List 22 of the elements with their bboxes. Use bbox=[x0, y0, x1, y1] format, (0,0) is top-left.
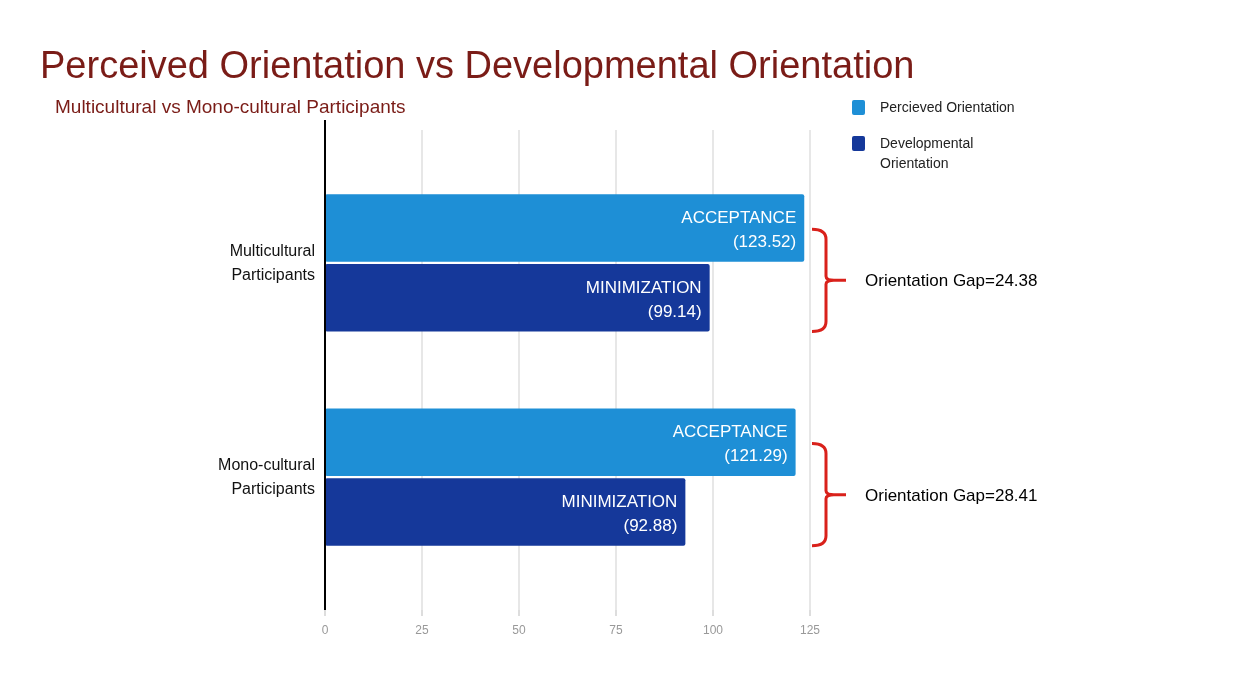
bar bbox=[325, 408, 796, 477]
bar bbox=[325, 263, 710, 332]
x-tick-label: 75 bbox=[609, 623, 623, 637]
data-label: MINIMIZATION (92.88) bbox=[561, 491, 678, 535]
text: Orientation Gap=24.38 bbox=[865, 271, 1038, 291]
x-tick-label: 0 bbox=[321, 623, 329, 637]
legend-label: Developmental Orientation bbox=[880, 135, 974, 171]
bar bbox=[325, 194, 805, 262]
x-tick-label: 50 bbox=[512, 623, 526, 637]
data-label: ACCEPTANCE (121.29) bbox=[672, 422, 788, 466]
x-tick-label: 100 bbox=[702, 623, 724, 637]
bar bbox=[325, 478, 686, 546]
x-tick-label: 125 bbox=[799, 623, 821, 637]
y-tick-label: Mono-cultural Participants bbox=[218, 456, 315, 498]
data-label: ACCEPTANCE (123.52) bbox=[681, 208, 797, 252]
text: Orientation Gap=28.41 bbox=[865, 485, 1038, 505]
y-tick-label: Multicultural Participants bbox=[229, 241, 315, 283]
chart-subtitle: Multicultural vs Mono-cultural Participants bbox=[55, 96, 406, 117]
legend-label: Percieved Orientation bbox=[880, 99, 1015, 115]
data-label: MINIMIZATION (99.14) bbox=[585, 277, 702, 321]
chart-title: Perceived Orientation vs Developmental Orientation bbox=[40, 44, 915, 86]
x-tick-label: 25 bbox=[415, 623, 429, 637]
